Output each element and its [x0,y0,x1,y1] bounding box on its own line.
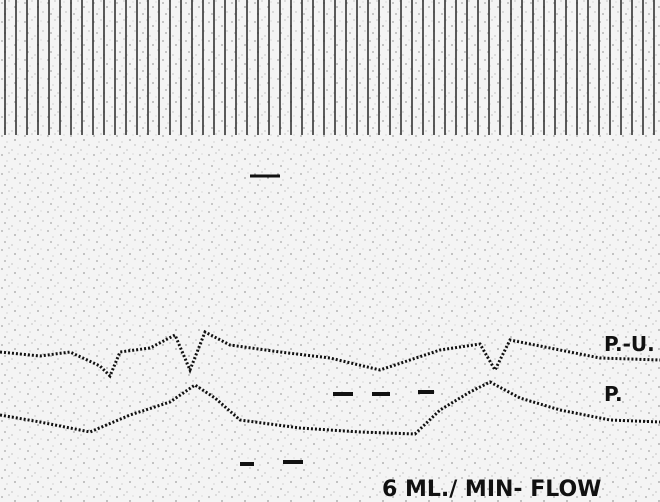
dash-markers [240,390,434,466]
trace-label: P. [604,382,623,406]
caption: 6 ML./ MIN- FLOW [382,477,601,502]
lower-trace [0,380,660,436]
upper-trace [0,329,660,379]
time-marks [0,0,660,135]
trace-label: P.-U. [604,332,655,356]
